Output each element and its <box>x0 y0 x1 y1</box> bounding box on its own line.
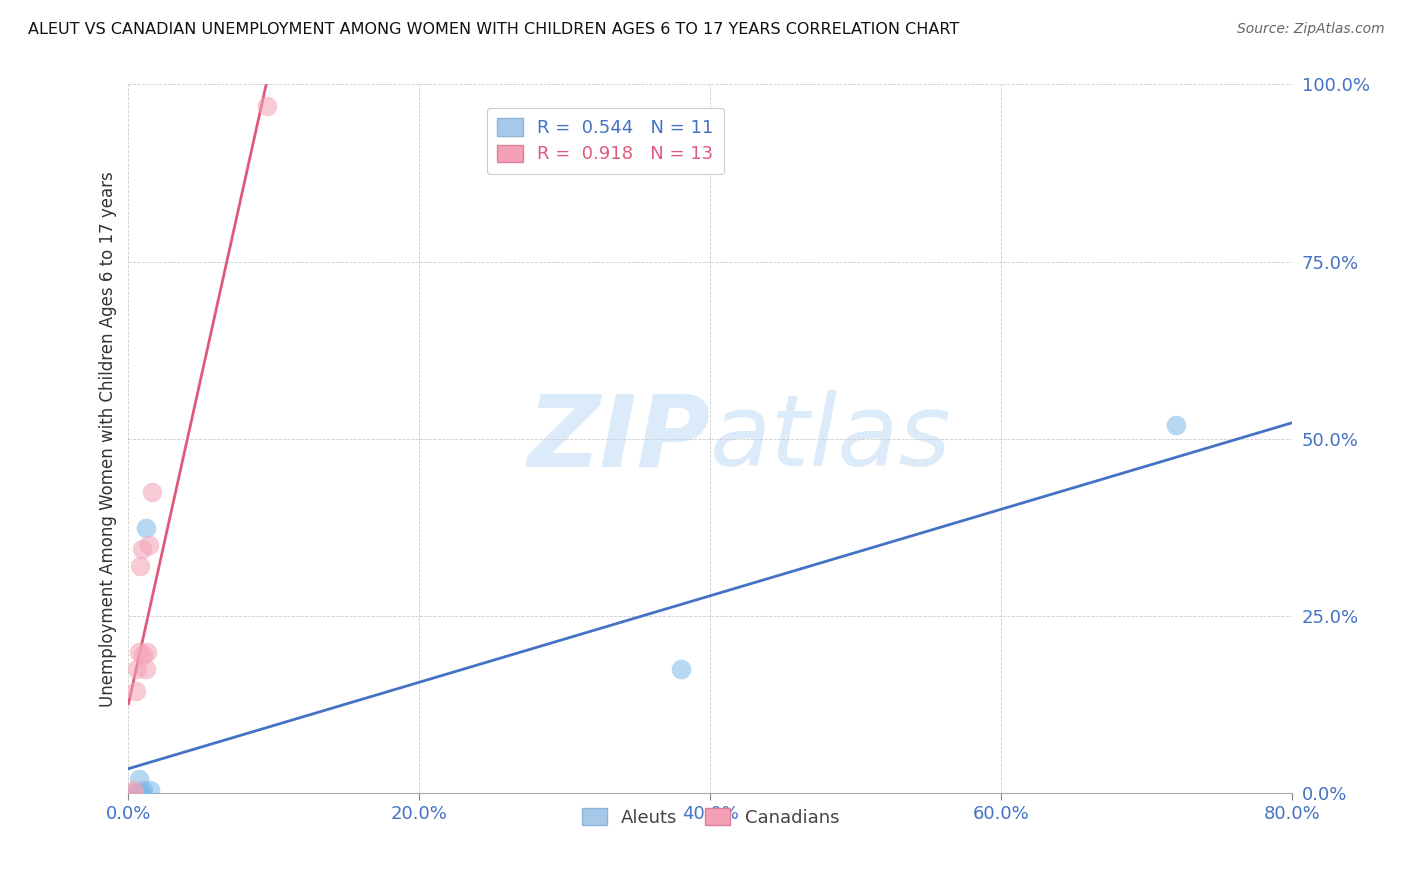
Point <box>125 683 148 698</box>
Text: Source: ZipAtlas.com: Source: ZipAtlas.com <box>1237 22 1385 37</box>
Point <box>135 520 157 534</box>
Point <box>132 648 155 662</box>
Point <box>121 786 143 800</box>
Y-axis label: Unemployment Among Women with Children Ages 6 to 17 years: Unemployment Among Women with Children A… <box>100 171 117 706</box>
Text: ZIP: ZIP <box>527 391 710 487</box>
Point <box>128 786 150 800</box>
Point <box>135 662 157 676</box>
Point <box>132 782 155 797</box>
Text: ALEUT VS CANADIAN UNEMPLOYMENT AMONG WOMEN WITH CHILDREN AGES 6 TO 17 YEARS CORR: ALEUT VS CANADIAN UNEMPLOYMENT AMONG WOM… <box>28 22 959 37</box>
Point <box>127 662 149 676</box>
Point <box>138 538 160 552</box>
Point <box>124 782 146 797</box>
Point <box>131 786 153 800</box>
Point <box>131 541 153 556</box>
Point <box>141 485 163 500</box>
Point <box>256 99 278 113</box>
Point <box>136 644 159 658</box>
Point <box>121 786 143 800</box>
Point <box>128 644 150 658</box>
Point <box>128 772 150 787</box>
Point <box>671 662 693 676</box>
Point <box>129 786 152 800</box>
Text: atlas: atlas <box>710 391 952 487</box>
Point <box>125 786 148 800</box>
Legend: Aleuts, Canadians: Aleuts, Canadians <box>575 801 846 834</box>
Point <box>139 782 162 797</box>
Point <box>129 559 152 574</box>
Point <box>1164 417 1187 432</box>
